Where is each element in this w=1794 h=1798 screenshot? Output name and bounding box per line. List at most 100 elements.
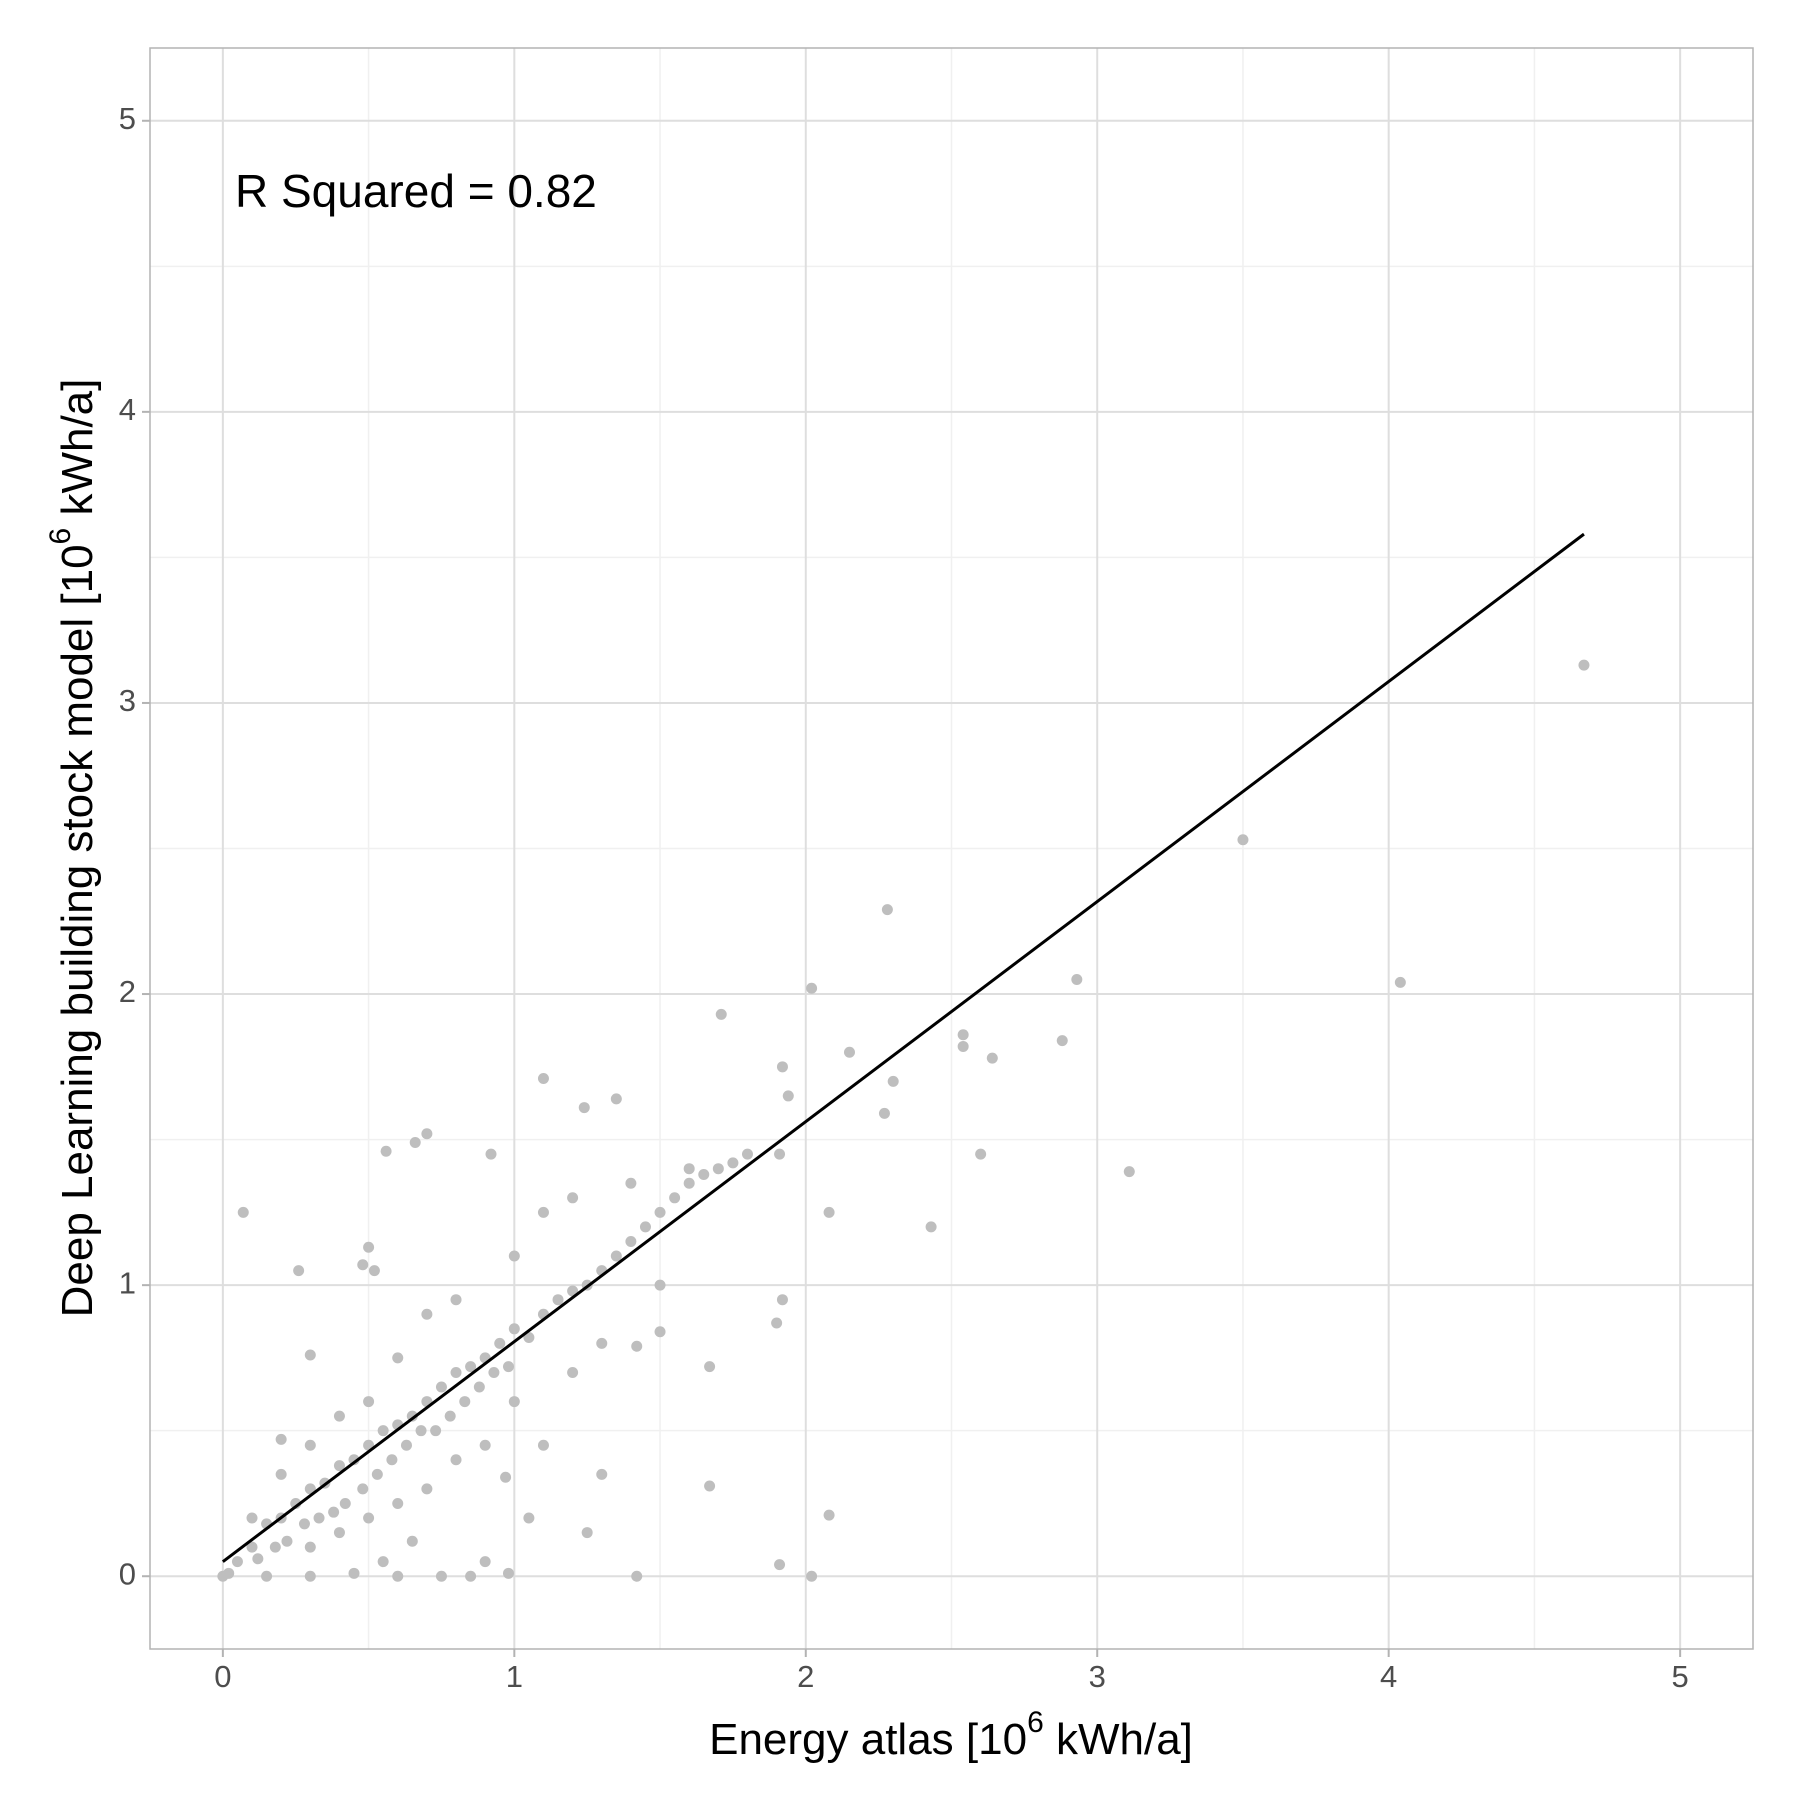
point <box>727 1157 739 1169</box>
point <box>537 1206 549 1218</box>
point <box>986 1052 998 1064</box>
point <box>508 1323 520 1335</box>
point <box>421 1483 433 1495</box>
point <box>435 1381 447 1393</box>
point <box>567 1366 579 1378</box>
point <box>774 1148 786 1160</box>
point <box>683 1177 695 1189</box>
point <box>223 1567 235 1579</box>
point <box>415 1425 427 1437</box>
point <box>479 1439 491 1451</box>
point <box>537 1072 549 1084</box>
point <box>363 1512 375 1524</box>
y-tick-label: 0 <box>119 1556 136 1591</box>
point <box>823 1206 835 1218</box>
point <box>625 1235 637 1247</box>
point <box>878 1107 890 1119</box>
point <box>479 1556 491 1568</box>
y-tick-label: 1 <box>119 1265 136 1300</box>
point <box>704 1480 716 1492</box>
y-axis-title: Deep Learning building stock model [106 … <box>44 379 102 1318</box>
x-axis-title-part: kWh/a] <box>1044 1715 1193 1764</box>
fit-line <box>221 532 1585 1563</box>
annotation: R Squared = 0.82 <box>235 165 597 217</box>
grid <box>150 48 1753 1649</box>
point <box>881 904 893 916</box>
point <box>392 1570 404 1582</box>
point <box>293 1265 305 1277</box>
point <box>304 1349 316 1361</box>
y-tick-label: 5 <box>119 101 136 136</box>
x-tick-label: 2 <box>797 1659 814 1694</box>
point <box>435 1570 447 1582</box>
point <box>502 1361 514 1373</box>
point <box>639 1221 651 1233</box>
y-tick-label: 3 <box>119 683 136 718</box>
point <box>704 1361 716 1373</box>
point <box>500 1471 512 1483</box>
point <box>444 1410 456 1422</box>
point <box>631 1340 643 1352</box>
panel-border <box>149 47 1754 1650</box>
point <box>771 1317 783 1329</box>
x-tick-label: 1 <box>506 1659 523 1694</box>
point <box>231 1556 243 1568</box>
point <box>246 1512 258 1524</box>
point <box>925 1221 937 1233</box>
point <box>348 1454 360 1466</box>
point <box>304 1439 316 1451</box>
point <box>371 1468 383 1480</box>
point <box>494 1337 506 1349</box>
point <box>1056 1035 1068 1047</box>
point <box>409 1137 421 1149</box>
point <box>313 1512 325 1524</box>
x-tick-label: 0 <box>214 1659 231 1694</box>
point <box>421 1308 433 1320</box>
x-axis-title-part: Energy atlas [10 <box>709 1715 1027 1764</box>
point <box>508 1396 520 1408</box>
y-tick-label: 4 <box>119 392 136 427</box>
point <box>698 1169 710 1181</box>
marks <box>217 532 1590 1582</box>
point <box>975 1148 987 1160</box>
point <box>596 1468 608 1480</box>
point <box>610 1093 622 1105</box>
point <box>488 1366 500 1378</box>
point <box>333 1527 345 1539</box>
point <box>406 1535 418 1547</box>
point <box>654 1206 666 1218</box>
point <box>392 1352 404 1364</box>
point <box>363 1396 375 1408</box>
point <box>596 1337 608 1349</box>
point <box>363 1241 375 1253</box>
point <box>348 1567 360 1579</box>
point <box>654 1326 666 1338</box>
y-axis-title-part: Deep Learning building stock model [10 <box>53 544 102 1317</box>
point <box>776 1294 788 1306</box>
point <box>523 1332 535 1344</box>
point <box>450 1366 462 1378</box>
x-axis-title-sup: 6 <box>1027 1706 1044 1739</box>
x-axis-title: Energy atlas [106 kWh/a] <box>709 1706 1193 1764</box>
point <box>339 1497 351 1509</box>
point <box>654 1279 666 1291</box>
point <box>1578 659 1590 671</box>
y-tick-label: 2 <box>119 974 136 1009</box>
point <box>537 1439 549 1451</box>
point <box>1394 976 1406 988</box>
point <box>357 1483 369 1495</box>
point <box>774 1559 786 1571</box>
point <box>776 1061 788 1073</box>
x-tick-label: 4 <box>1380 1659 1397 1694</box>
point <box>823 1509 835 1521</box>
point <box>957 1029 969 1041</box>
point <box>380 1145 392 1157</box>
point <box>304 1570 316 1582</box>
point <box>578 1102 590 1114</box>
point <box>328 1506 340 1518</box>
point <box>400 1439 412 1451</box>
point <box>333 1410 345 1422</box>
x-tick-label: 3 <box>1089 1659 1106 1694</box>
point <box>368 1265 380 1277</box>
point <box>625 1177 637 1189</box>
